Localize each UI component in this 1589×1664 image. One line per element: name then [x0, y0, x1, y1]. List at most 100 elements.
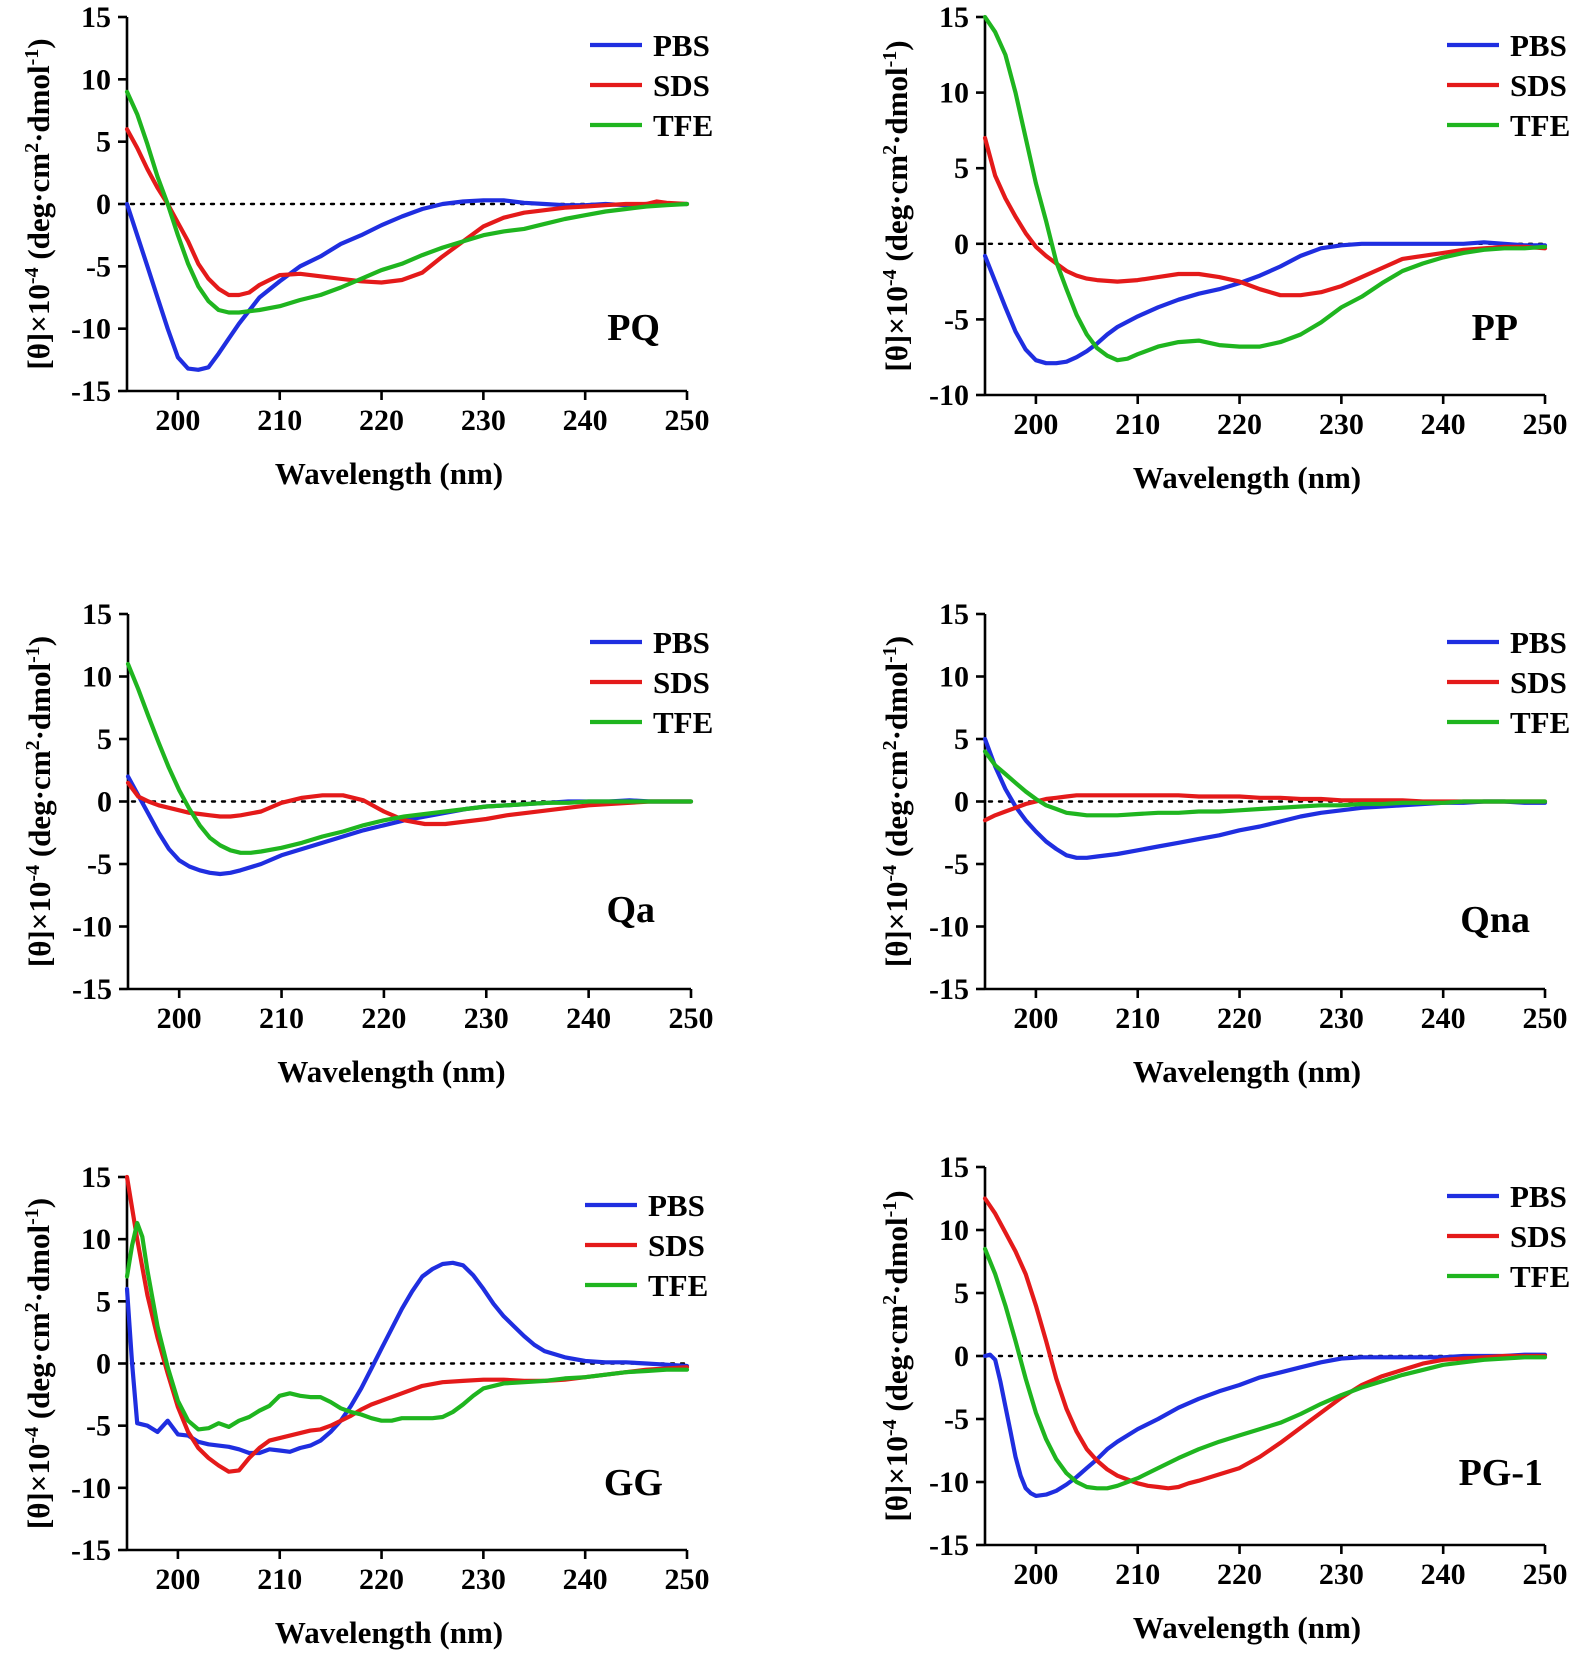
x-tick-label: 230 — [461, 404, 506, 437]
x-tick-label: 220 — [1217, 1558, 1262, 1591]
x-axis-title: Wavelength (nm) — [1133, 460, 1361, 495]
chart-panel-pp: 15 10 5 0 -5 -10 200 210 220 230 240 250 Wavelength … — [879, 1, 1570, 495]
y-axis-title: [θ]×10-4 (deg·cm2·dmol-1) — [879, 40, 914, 371]
y-tick-label: 10 — [939, 661, 969, 694]
legend-label-pbs: PBS — [653, 28, 710, 63]
x-tick-label: 250 — [1523, 1558, 1568, 1591]
panel-label: PP — [1472, 307, 1518, 349]
y-tick-label: -5 — [86, 250, 111, 283]
y-axis-title: [θ]×10-4 (deg·cm2·dmol-1) — [22, 636, 57, 967]
legend-label-tfe: TFE — [653, 108, 713, 143]
series-line-pbs — [124, 198, 690, 372]
x-tick-label: 230 — [1319, 1558, 1364, 1591]
series-line-tfe — [125, 661, 694, 855]
y-tick-label: 5 — [954, 723, 969, 756]
y-tick-label: -10 — [929, 1466, 969, 1499]
series-line-tfe — [982, 749, 1548, 818]
legend: PBS SDS TFE — [1447, 625, 1570, 740]
x-tick-label: 210 — [1115, 1002, 1160, 1035]
x-tick-label: 250 — [665, 1563, 710, 1596]
legend-label-pbs: PBS — [648, 1188, 705, 1223]
x-tick-label: 200 — [155, 1563, 200, 1596]
series-line-sds — [124, 127, 690, 298]
x-tick-label: 220 — [361, 1002, 406, 1035]
y-tick-label: -5 — [944, 303, 969, 336]
x-tick-label: 210 — [1115, 1558, 1160, 1591]
legend-label-tfe: TFE — [1510, 705, 1570, 740]
y-tick-label: 10 — [81, 63, 111, 96]
y-tick-label: -10 — [929, 379, 969, 412]
legend-label-pbs: PBS — [1510, 1179, 1567, 1214]
series-line-tfe — [124, 89, 690, 315]
chart-panel-qa: 15 10 5 0 -5 -10 -15 200 210 220 230 240 250 Waveleng… — [22, 598, 714, 1089]
legend-label-sds: SDS — [1510, 1219, 1567, 1254]
y-tick-label: -5 — [944, 1403, 969, 1436]
x-tick-label: 220 — [359, 404, 404, 437]
series-line-sds — [125, 780, 694, 827]
y-tick-label: -15 — [929, 973, 969, 1006]
y-tick-label: 15 — [81, 1, 111, 34]
x-tick-label: 200 — [1013, 408, 1058, 441]
x-tick-label: 250 — [1523, 408, 1568, 441]
panel-label: GG — [604, 1462, 663, 1504]
y-tick-label: 5 — [96, 126, 111, 159]
y-tick-label: -15 — [929, 1529, 969, 1562]
y-tick-label: 5 — [954, 1277, 969, 1310]
y-tick-label: 5 — [96, 1285, 111, 1318]
x-tick-label: 240 — [1421, 408, 1466, 441]
x-axis-title: Wavelength (nm) — [277, 1054, 505, 1089]
y-tick-label: 15 — [82, 598, 112, 631]
x-tick-label: 230 — [1319, 1002, 1364, 1035]
y-axis-title: [θ]×10-4 (deg·cm2·dmol-1) — [879, 1190, 914, 1521]
legend-label-sds: SDS — [653, 665, 710, 700]
series-line-pbs — [125, 774, 694, 877]
legend-label-sds: SDS — [648, 1228, 705, 1263]
x-tick-label: 200 — [1013, 1002, 1058, 1035]
y-tick-label: -10 — [71, 1472, 111, 1505]
x-tick-label: 220 — [359, 1563, 404, 1596]
y-tick-label: 10 — [939, 77, 969, 110]
legend: PBS SDS TFE — [1447, 1179, 1570, 1294]
y-tick-label: -15 — [71, 375, 111, 408]
panel-label: Qa — [606, 889, 655, 931]
panel-label: Qna — [1460, 899, 1530, 941]
x-tick-label: 240 — [1421, 1002, 1466, 1035]
x-tick-label: 230 — [461, 1563, 506, 1596]
y-axis-title: [θ]×10-4 (deg·cm2·dmol-1) — [21, 38, 56, 369]
series-line-pbs — [982, 1352, 1548, 1498]
legend-label-tfe: TFE — [1510, 108, 1570, 143]
y-tick-label: 0 — [97, 786, 112, 819]
y-tick-label: -15 — [72, 973, 112, 1006]
y-tick-label: 15 — [939, 598, 969, 631]
series-line-tfe — [982, 14, 1548, 363]
x-axis-title: Wavelength (nm) — [275, 1615, 503, 1650]
x-tick-label: 230 — [464, 1002, 509, 1035]
legend: PBS SDS TFE — [590, 625, 713, 740]
y-tick-label: -5 — [87, 848, 112, 881]
legend-label-tfe: TFE — [1510, 1259, 1570, 1294]
series-line-sds — [982, 135, 1548, 298]
legend: PBS SDS TFE — [585, 1188, 708, 1303]
x-axis-title: Wavelength (nm) — [275, 456, 503, 491]
x-tick-label: 200 — [1013, 1558, 1058, 1591]
y-tick-label: 0 — [96, 1348, 111, 1381]
y-tick-label: -15 — [71, 1534, 111, 1567]
x-tick-label: 220 — [1217, 408, 1262, 441]
y-tick-label: 0 — [96, 188, 111, 221]
legend-label-tfe: TFE — [648, 1268, 708, 1303]
y-tick-label: -10 — [929, 911, 969, 944]
y-tick-label: 15 — [939, 1, 969, 34]
legend-label-pbs: PBS — [653, 625, 710, 660]
y-tick-label: 0 — [954, 786, 969, 819]
chart-panel-pg-1: 15 10 5 0 -5 -10 -15 200 210 220 230 240 250 Waveleng… — [879, 1151, 1570, 1645]
x-tick-label: 240 — [566, 1002, 611, 1035]
legend-label-pbs: PBS — [1510, 625, 1567, 660]
x-tick-label: 200 — [157, 1002, 202, 1035]
y-tick-label: 5 — [97, 723, 112, 756]
series-line-tfe — [124, 1220, 690, 1432]
y-tick-label: 5 — [954, 152, 969, 185]
legend: PBS SDS TFE — [590, 28, 713, 143]
x-tick-label: 240 — [1421, 1558, 1466, 1591]
x-tick-label: 250 — [665, 404, 710, 437]
series-line-tfe — [982, 1246, 1548, 1491]
